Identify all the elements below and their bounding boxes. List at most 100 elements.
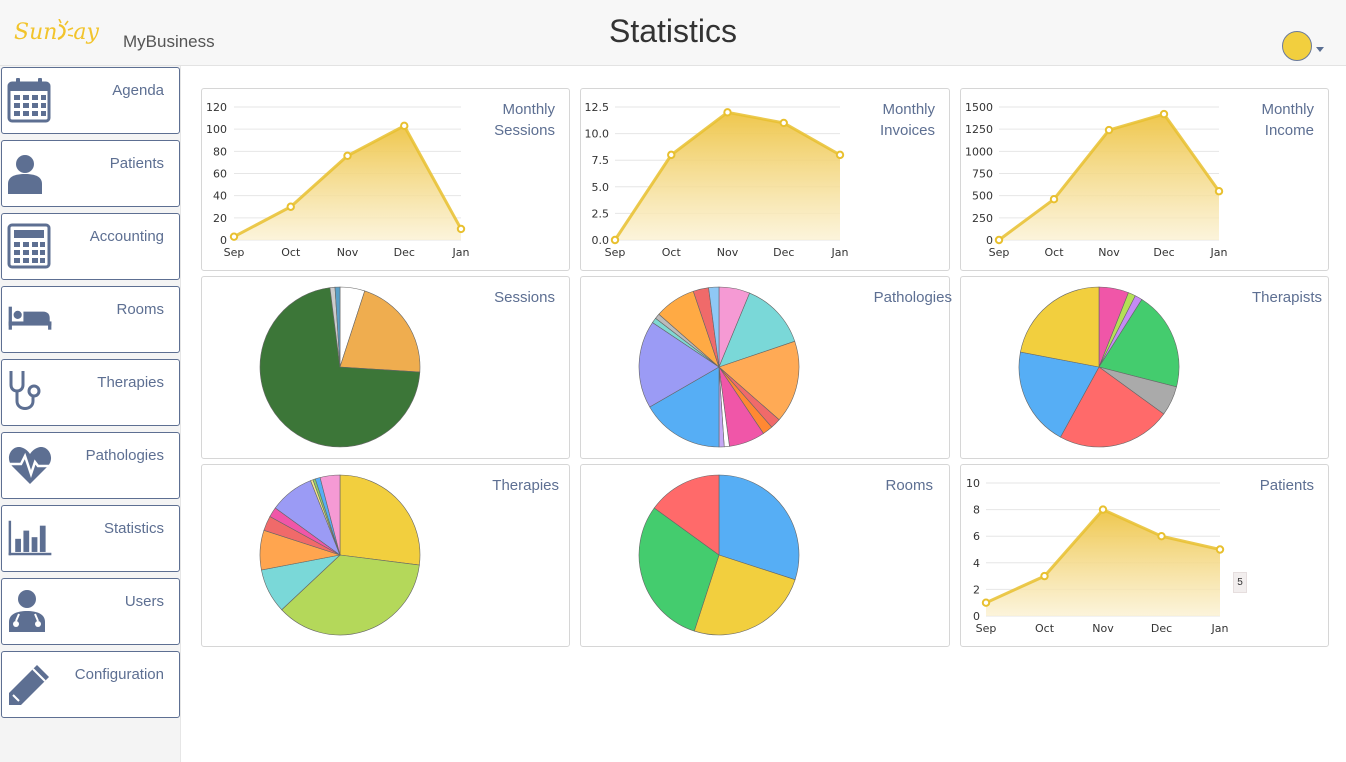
data-point	[1157, 532, 1166, 541]
data-point	[1104, 125, 1114, 135]
patients-card: 0 2 4 6 8 10 Sep Oct Nov Dec Jan Patients	[960, 464, 1329, 647]
x-tick-label: Dec	[1153, 246, 1174, 259]
sidebar-item-accounting[interactable]: Accounting	[1, 213, 180, 280]
x-tick-label: Oct	[1035, 622, 1055, 635]
monthly-income-chart: 0 250 500 750 1000 1250 1500 Sep Oct Nov Dec Jan	[965, 101, 1228, 259]
y-tick-label: 4	[973, 557, 980, 570]
heartbeat-icon	[8, 446, 52, 484]
area-fill	[999, 114, 1219, 240]
y-tick-label: 100	[206, 123, 227, 136]
pathologies-card: Pathologies	[580, 276, 952, 459]
area-fill	[234, 125, 461, 240]
monthly-sessions-chart: 0 20 40 60 80 100 120 Sep Oct Nov Dec Jan	[206, 101, 470, 259]
sidebar-item-configuration[interactable]: Configuration	[1, 651, 180, 718]
data-point	[1049, 195, 1059, 204]
data-point	[610, 235, 620, 245]
pie-slice	[638, 507, 720, 632]
y-tick-label: 12.5	[585, 101, 610, 114]
data-point	[1040, 571, 1049, 581]
pie-slice	[1098, 299, 1180, 388]
data-point	[981, 598, 991, 607]
y-tick-label: 2	[973, 583, 980, 596]
y-tick-label: 500	[972, 190, 993, 203]
y-tick-label: 0	[220, 234, 227, 247]
sun-icon	[57, 19, 74, 45]
sidebar-item-users[interactable]: Users	[1, 578, 180, 645]
pie-slice	[718, 340, 800, 421]
area-fill	[615, 112, 840, 240]
monthly-income-card: 0 250 500 750 1000 1250 1500 Sep Oct Nov Dec Jan Mo…	[960, 88, 1329, 271]
y-tick-label: 80	[213, 145, 227, 158]
sidebar-item-rooms[interactable]: Rooms	[1, 286, 180, 353]
card-title: Rooms	[885, 477, 933, 494]
y-tick-label: 1500	[965, 101, 993, 114]
y-tick-label: 10	[966, 477, 980, 490]
page-title: Statistics	[608, 13, 738, 49]
sidebar-item-therapies[interactable]: Therapies	[1, 359, 180, 426]
data-point	[779, 118, 788, 128]
sidebar-item-statistics[interactable]: Statistics	[1, 505, 180, 572]
sidebar-item-label: Configuration	[74, 666, 164, 683]
y-tick-label: 10.0	[585, 128, 610, 141]
x-tick-label: Nov	[717, 246, 739, 259]
bar-chart-icon	[8, 520, 52, 556]
x-tick-label: Jan	[1210, 246, 1228, 259]
calculator-icon	[7, 223, 51, 269]
y-tick-label: 0	[986, 234, 993, 247]
pie-slice	[1060, 366, 1165, 448]
pie-slice	[259, 287, 421, 448]
data-point	[1159, 109, 1169, 119]
top-bar: Sun ay MyBusiness Statistics	[0, 0, 1346, 66]
patients-chart: 0 2 4 6 8 10 Sep Oct Nov Dec Jan	[966, 477, 1229, 635]
data-point	[286, 202, 295, 211]
y-tick-label: 0.0	[592, 234, 610, 247]
data-point	[343, 151, 352, 160]
sidebar-item-pathologies[interactable]: Pathologies	[1, 432, 180, 499]
chevron-down-icon[interactable]	[1316, 47, 1324, 52]
sidebar: Agenda Patients Accounting Rooms	[0, 66, 181, 762]
sidebar-item-label: Accounting	[89, 228, 164, 245]
y-tick-label: 1250	[965, 123, 993, 136]
data-point	[456, 224, 466, 234]
x-tick-label: Nov	[1092, 622, 1114, 635]
pie-slice	[1018, 351, 1100, 438]
sidebar-item-label: Therapies	[97, 374, 164, 391]
therapies-card: Therapies	[201, 464, 570, 647]
card-title: Pathologies	[873, 289, 952, 306]
card-title: Sessions	[494, 289, 555, 306]
doctor-icon	[9, 590, 45, 632]
x-tick-label: Sep	[976, 622, 997, 635]
calendar-icon	[7, 78, 51, 123]
pie-slice	[339, 474, 421, 566]
data-point	[400, 121, 409, 131]
rooms-pie-chart	[638, 474, 800, 636]
x-tick-label: Jan	[1211, 622, 1229, 635]
y-tick-label: 7.5	[592, 154, 610, 167]
x-tick-label: Dec	[394, 246, 415, 259]
user-avatar[interactable]	[1282, 31, 1312, 61]
data-point	[723, 108, 732, 117]
data-point	[835, 150, 845, 160]
sidebar-item-agenda[interactable]: Agenda	[1, 67, 180, 134]
sidebar-item-patients[interactable]: Patients	[1, 140, 180, 207]
card-title: Therapies	[492, 477, 559, 494]
monthly-sessions-card: 0 20 40 60 80 100 120 Sep Oct Nov Dec Jan Monthly Se…	[201, 88, 570, 271]
sunday-logo[interactable]: Sun ay	[14, 19, 99, 45]
x-tick-label: Nov	[1098, 246, 1120, 259]
y-tick-label: 6	[973, 530, 980, 543]
pie-slice	[339, 290, 421, 373]
data-point	[229, 232, 239, 241]
pie-slice	[649, 366, 720, 448]
therapies-pie-chart	[259, 474, 421, 636]
pathologies-pie-chart	[638, 286, 800, 448]
sidebar-item-label: Pathologies	[85, 447, 164, 464]
pie-slice	[718, 292, 796, 368]
x-tick-label: Sep	[224, 246, 245, 259]
card-title: Monthly Invoices	[879, 101, 935, 139]
pie-slice	[319, 474, 341, 556]
x-tick-label: Jan	[831, 246, 849, 259]
card-title: Monthly Income	[1261, 101, 1314, 139]
pie-slice	[708, 286, 720, 368]
y-tick-label: 60	[213, 168, 227, 181]
x-tick-label: Sep	[989, 246, 1010, 259]
